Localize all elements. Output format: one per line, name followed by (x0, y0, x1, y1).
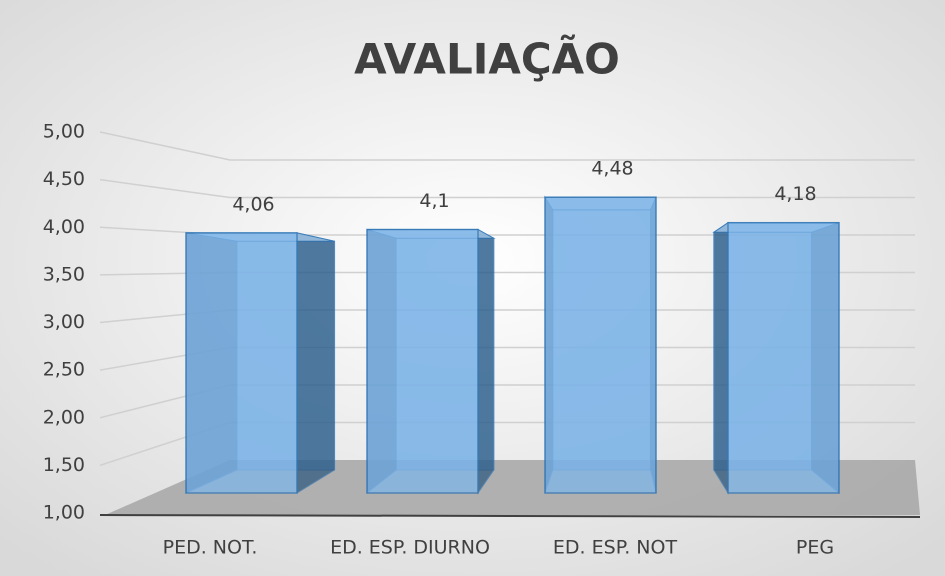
y-tick-label: 4,50 (43, 168, 85, 190)
grid-line (99, 178, 915, 199)
data-label: 4,06 (232, 193, 274, 215)
bar-side (713, 221, 729, 495)
chart-title: AVALIAÇÃO (354, 34, 620, 84)
data-label: 4,1 (419, 190, 449, 212)
y-tick-label: 3,00 (43, 311, 85, 333)
y-tick-label: 1,00 (43, 502, 85, 524)
data-label: 4,18 (774, 183, 816, 205)
y-tick-label: 1,50 (43, 454, 85, 476)
x-tick-label: ED. ESP. NOT (553, 537, 678, 559)
grid-line (99, 131, 915, 161)
x-tick-label: ED. ESP. DIURNO (330, 537, 490, 559)
y-tick-label: 3,50 (43, 263, 85, 285)
data-label: 4,48 (591, 158, 633, 180)
y-tick-label: 4,00 (43, 216, 85, 238)
x-tick-label: PEG (796, 537, 834, 559)
bar (185, 232, 298, 494)
y-tick-label: 5,00 (43, 121, 85, 143)
bar-side (477, 228, 495, 495)
floor-edge (99, 514, 921, 518)
y-tick-label: 2,50 (43, 359, 85, 381)
bar (366, 228, 479, 494)
bar (727, 221, 840, 494)
y-tick-label: 2,00 (43, 406, 85, 428)
x-tick-label: PED. NOT. (163, 537, 258, 559)
bar (544, 196, 657, 494)
bar-side (296, 232, 336, 494)
